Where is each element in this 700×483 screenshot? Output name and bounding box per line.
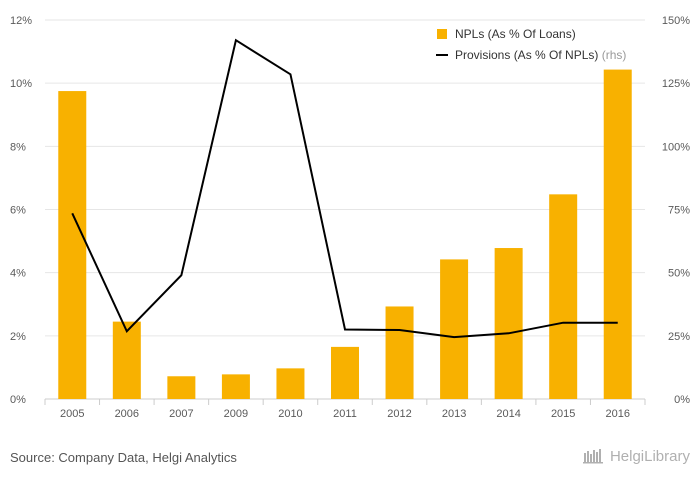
bar-npl-2009 [221,374,250,399]
source-note: Source: Company Data, Helgi Analytics [10,450,237,465]
x-axis-label: 2014 [496,408,520,420]
bar-npl-2005 [58,91,87,399]
bar-npl-2015 [549,194,578,399]
x-axis-label: 2015 [551,408,575,420]
right-axis-tick: 75% [668,205,690,217]
bar-npl-2011 [331,346,359,399]
right-axis-tick: 50% [668,268,690,280]
left-axis-tick: 6% [10,205,26,217]
legend-label-provisions: Provisions (As % Of NPLs) (rhs) [455,48,626,62]
legend-label-npl: NPLs (As % Of Loans) [455,27,576,41]
brand-name: HelgiLibrary [609,448,690,465]
left-axis-tick: 12% [10,15,32,27]
legend-rhs-note: (rhs) [602,48,627,62]
bar-npl-2006 [112,321,141,399]
x-axis-label: 2005 [60,408,84,420]
legend-swatch-npl [437,29,447,39]
left-axis-tick: 2% [10,331,26,343]
left-axis-tick: 8% [10,141,26,153]
left-axis-tick: 4% [10,268,26,280]
bar-npl-2016 [603,69,632,400]
x-axis-label: 2011 [333,408,357,420]
x-axis-label: 2012 [387,408,411,420]
bar-npl-2007 [167,376,196,399]
right-axis-tick: 0% [674,394,690,406]
right-axis-tick: 25% [668,331,690,343]
brand-logo: HelgiLibrary [582,448,690,465]
bar-npl-2012 [385,306,414,399]
bar-npl-2013 [440,259,469,399]
line-provisions [71,38,618,339]
right-axis-tick: 150% [662,15,690,27]
x-axis-label: 2010 [278,408,302,420]
x-axis-label: 2016 [605,408,629,420]
right-axis-tick: 125% [662,78,690,90]
left-axis-tick: 0% [10,394,26,406]
x-axis-label: 2009 [224,408,248,420]
library-icon [582,449,605,465]
combo-chart: 0% 0% 2% 25% 4% 50% 6% 75% 8% 100% 10% 125% 12% 150% 2… [10,15,690,420]
right-axis-tick: 100% [662,141,690,153]
legend: NPLs (As % Of Loans) Provisions (As % Of … [436,27,626,62]
x-axis-label: 2006 [115,408,139,420]
bar-npl-2010 [276,368,305,399]
left-axis-tick: 10% [10,78,32,90]
x-axis-label: 2007 [169,408,193,420]
x-axis-label: 2013 [442,408,466,420]
bar-npl-2014 [494,248,523,399]
